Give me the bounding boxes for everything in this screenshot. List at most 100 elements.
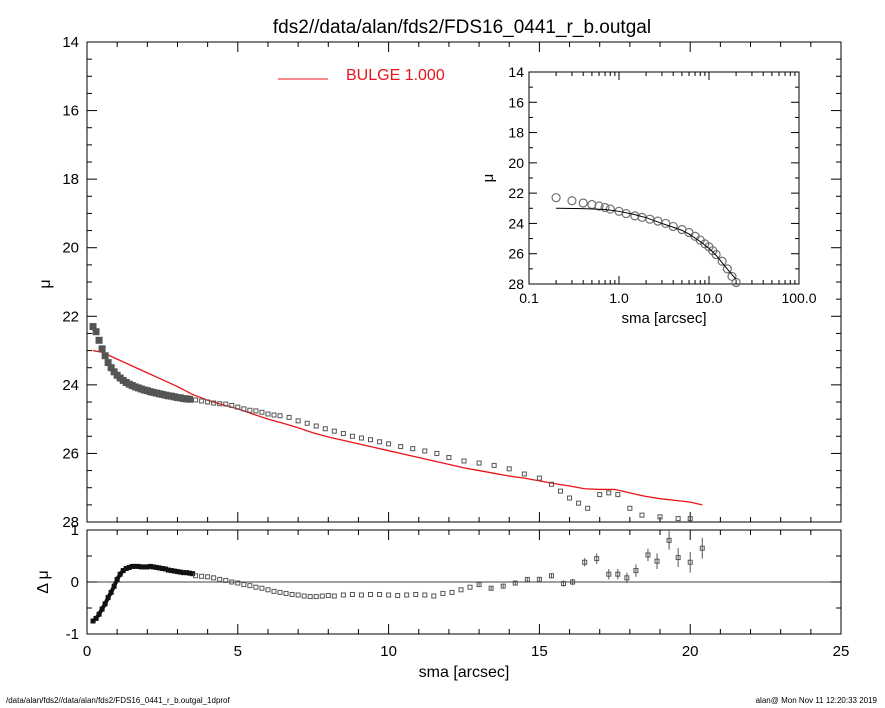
residual-point: [193, 573, 199, 579]
main-observed-point: [461, 458, 467, 464]
main-observed-point: [358, 435, 364, 441]
residual-point: [283, 590, 289, 596]
residual-dense-point: [153, 564, 159, 570]
inset-observed-point: [731, 277, 741, 288]
main-observed-point: [585, 505, 591, 511]
residual-dense-point: [114, 576, 120, 582]
residual-dense-point: [135, 563, 141, 569]
residual-dense-point: [123, 565, 129, 571]
main-observed-point: [368, 437, 374, 443]
residual-point: [259, 585, 265, 591]
residual-dense-point: [171, 568, 177, 574]
main-observed-point: [98, 345, 106, 353]
main-observed-point: [386, 441, 392, 447]
main-observed-point: [398, 444, 404, 450]
residual-point: [431, 593, 437, 599]
residual-dense-point: [174, 569, 180, 575]
main-ylabel: μ: [37, 279, 54, 288]
main-observed-point: [491, 462, 497, 468]
inset-model-line: [556, 207, 737, 280]
residual-point: [449, 589, 455, 595]
residual-point: [301, 593, 307, 599]
main-observed-point: [186, 395, 194, 403]
inset-observed-point: [567, 196, 577, 206]
main-observed-point: [193, 397, 199, 403]
residual-points: [193, 531, 705, 600]
main-observed-point: [247, 407, 253, 413]
inset-panel: 14 16 18 20 22 24 26 280.1 1.0 10.0 100.0 sma [arc…: [480, 64, 817, 327]
main-panel: 14 16 18 20 22 24 26 28 BULGE 1.000 μ: [37, 34, 842, 531]
inset-y-tick-label: 14: [508, 64, 524, 80]
residual-dense-point: [147, 563, 153, 569]
main-observed-point: [331, 428, 337, 434]
chart-title: fds2//data/alan/fds2/FDS16_0441_r_b.outg…: [273, 17, 651, 38]
main-observed-point: [340, 431, 346, 437]
inset-y-tick-label: 24: [508, 215, 524, 231]
residual-y-tick-label: 0: [71, 574, 79, 591]
inset-observed-point: [722, 264, 732, 274]
main-observed-point: [446, 455, 452, 461]
main-observed-point: [313, 423, 319, 429]
main-y-tick-label: 16: [62, 103, 79, 120]
residual-point: [524, 576, 530, 582]
inset-observed-point: [551, 193, 561, 203]
residual-point: [211, 575, 217, 581]
residual-point: [307, 594, 313, 600]
residual-point: [386, 592, 392, 598]
inset-observed-point: [711, 249, 721, 260]
legend-label: BULGE 1.000: [346, 67, 445, 84]
inset-observed-point: [578, 198, 588, 208]
inset-ylabel: μ: [480, 174, 497, 183]
residual-dense-point: [144, 564, 150, 570]
residual-point: [319, 593, 325, 599]
residual-point: [512, 580, 518, 586]
residual-point: [247, 583, 253, 589]
residual-point: [488, 585, 494, 591]
main-observed-point: [576, 500, 582, 506]
residual-point: [645, 552, 651, 558]
residual-point: [422, 592, 428, 598]
residual-dense-point: [168, 568, 174, 574]
inset-observed-point: [605, 204, 615, 214]
footer-user-timestamp: alan@ Mon Nov 11 12:20:33 2019: [755, 696, 877, 705]
main-axis-ticks: 14 16 18 20 22 24 26 28: [62, 34, 842, 531]
main-observed-point: [377, 439, 383, 445]
inset-y-tick-label: 20: [508, 155, 524, 171]
residual-point: [633, 568, 639, 574]
residual-point: [253, 584, 259, 590]
residual-point: [223, 577, 229, 583]
residual-point: [666, 537, 672, 543]
residual-dense-point: [120, 568, 126, 574]
residual-dense-point: [165, 567, 171, 573]
residual-dense-trace: [91, 564, 195, 623]
residual-point: [413, 591, 419, 597]
inset-observed-point: [594, 201, 604, 211]
main-observed-point: [241, 406, 247, 412]
residual-dense-point: [138, 564, 144, 570]
main-observed-point: [229, 402, 235, 408]
main-observed-point: [295, 418, 301, 424]
inset-axis-ticks: 14 16 18 20 22 24 26 280.1 1.0 10.0 100.0: [508, 64, 816, 306]
main-observed-point: [217, 401, 223, 407]
residual-x-tick-label: 20: [682, 643, 699, 660]
main-observed-point: [567, 495, 573, 501]
residual-x-tick-label: 25: [833, 643, 850, 660]
inset-y-tick-label: 16: [508, 94, 524, 110]
main-observed-point: [521, 471, 527, 477]
residual-point: [277, 589, 283, 595]
residual-point: [624, 575, 630, 581]
residual-dense-point: [93, 615, 99, 621]
residual-dense-point: [99, 606, 105, 612]
residual-x-tick-label: 5: [234, 643, 242, 660]
main-observed-point: [606, 490, 612, 496]
main-y-tick-label: 28: [62, 514, 79, 531]
residual-x-tick-label: 0: [83, 643, 91, 660]
inset-observed-point: [717, 256, 727, 266]
main-observed-point: [223, 401, 229, 407]
residual-dense-point: [111, 583, 117, 589]
main-observed-point: [101, 352, 109, 360]
residual-point: [675, 555, 681, 561]
residual-point: [467, 584, 473, 590]
main-observed-point: [627, 505, 633, 511]
